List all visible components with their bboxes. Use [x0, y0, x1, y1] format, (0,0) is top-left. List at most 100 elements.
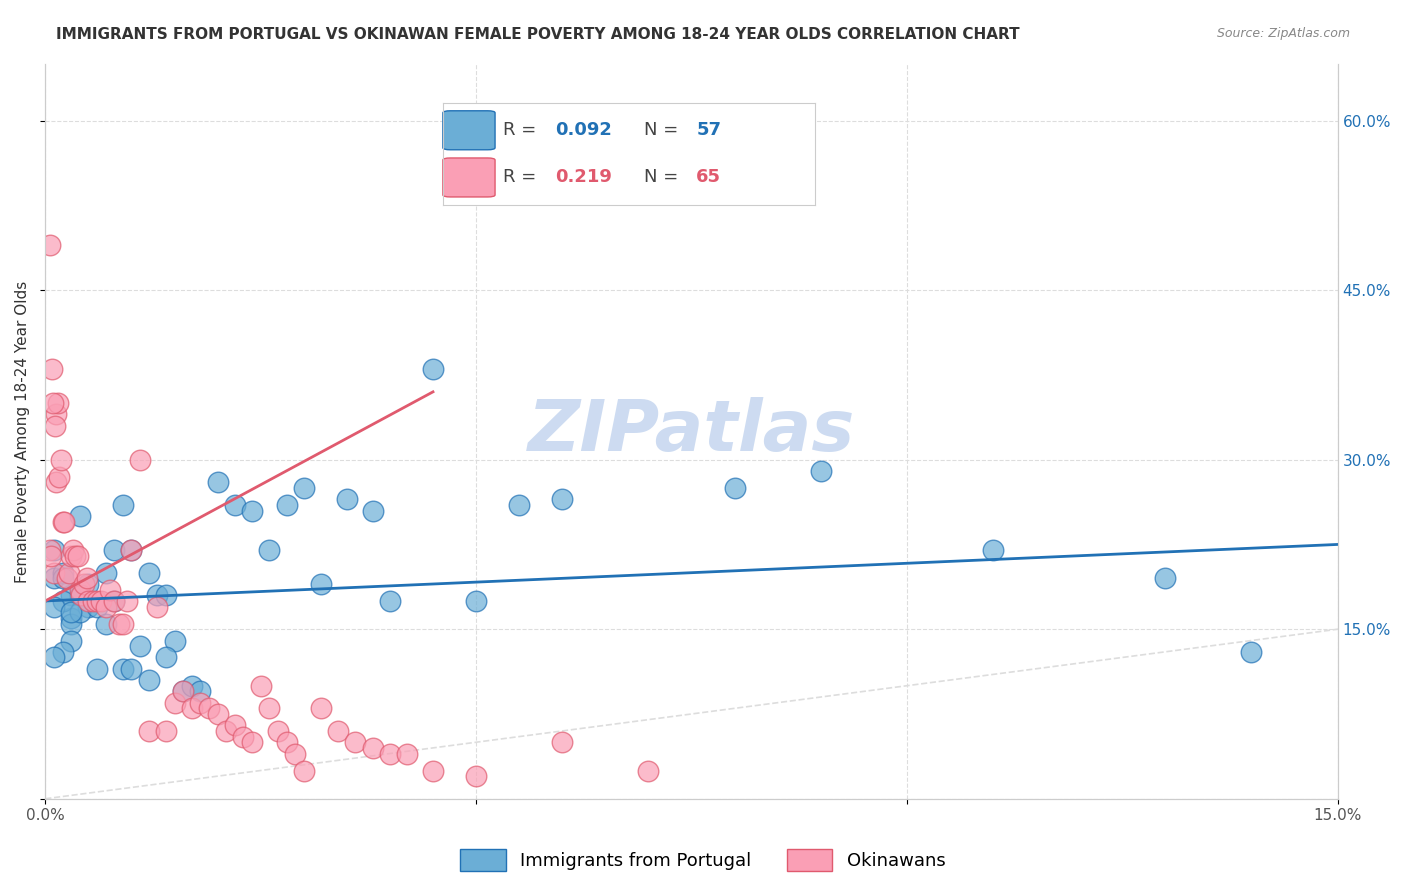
Point: [39, 543, 62, 558]
Text: N =: N =: [644, 121, 678, 139]
Point: [60, 588, 83, 602]
Point: [70, 588, 93, 602]
Point: [190, 696, 212, 710]
Point: [172, 684, 194, 698]
Point: [111, 498, 134, 512]
Point: [60, 611, 83, 625]
Point: [207, 475, 229, 490]
Point: [138, 673, 160, 687]
Point: [51, 515, 73, 529]
Point: [82, 594, 104, 608]
Point: [465, 594, 488, 608]
Point: [69, 582, 91, 597]
Point: [146, 588, 169, 602]
Point: [267, 723, 290, 738]
Point: [77, 594, 100, 608]
Point: [94, 616, 117, 631]
Point: [120, 662, 142, 676]
Point: [69, 509, 91, 524]
Point: [90, 594, 112, 608]
Point: [276, 498, 298, 512]
Point: [39, 549, 62, 563]
Point: [42, 543, 65, 558]
Point: [249, 679, 271, 693]
FancyBboxPatch shape: [443, 158, 495, 197]
Point: [361, 503, 384, 517]
Point: [155, 588, 177, 602]
Text: 57: 57: [696, 121, 721, 139]
Point: [60, 549, 83, 563]
Point: [73, 577, 96, 591]
Point: [378, 747, 401, 761]
Point: [284, 747, 307, 761]
Point: [77, 599, 100, 614]
Point: [69, 588, 91, 602]
Point: [120, 543, 142, 558]
Point: [1154, 571, 1177, 585]
Point: [207, 706, 229, 721]
Point: [51, 594, 73, 608]
Point: [103, 543, 125, 558]
Point: [51, 566, 73, 580]
Point: [60, 605, 83, 619]
Text: Source: ZipAtlas.com: Source: ZipAtlas.com: [1216, 27, 1350, 40]
Point: [48, 469, 70, 483]
Point: [98, 582, 121, 597]
Point: [42, 566, 65, 580]
Point: [42, 571, 65, 585]
Point: [86, 662, 108, 676]
Point: [224, 498, 246, 512]
Text: R =: R =: [502, 169, 536, 186]
Point: [810, 464, 832, 478]
Point: [232, 730, 254, 744]
Point: [240, 735, 263, 749]
Point: [224, 718, 246, 732]
Point: [198, 701, 221, 715]
Point: [107, 616, 129, 631]
Point: [551, 735, 574, 749]
Point: [465, 769, 488, 783]
Point: [723, 481, 745, 495]
Point: [38, 238, 60, 252]
Point: [111, 616, 134, 631]
Point: [60, 633, 83, 648]
Point: [49, 452, 72, 467]
Legend: Immigrants from Portugal, Okinawans: Immigrants from Portugal, Okinawans: [453, 842, 953, 879]
Point: [180, 679, 202, 693]
Point: [276, 735, 298, 749]
Point: [240, 503, 263, 517]
Point: [292, 481, 315, 495]
Point: [77, 577, 100, 591]
Point: [86, 594, 108, 608]
Point: [41, 362, 63, 376]
Point: [190, 684, 212, 698]
Point: [76, 571, 98, 585]
Point: [58, 566, 80, 580]
Point: [65, 549, 87, 563]
Point: [51, 571, 73, 585]
Text: 0.092: 0.092: [554, 121, 612, 139]
Point: [637, 764, 659, 778]
Point: [361, 740, 384, 755]
FancyBboxPatch shape: [443, 111, 495, 150]
Point: [111, 662, 134, 676]
Point: [259, 701, 281, 715]
Point: [172, 684, 194, 698]
Point: [328, 723, 350, 738]
Point: [129, 452, 152, 467]
Point: [56, 571, 79, 585]
Point: [180, 701, 202, 715]
Point: [309, 701, 332, 715]
Y-axis label: Female Poverty Among 18-24 Year Olds: Female Poverty Among 18-24 Year Olds: [15, 280, 30, 582]
Point: [422, 362, 444, 376]
Point: [163, 633, 186, 648]
Point: [155, 650, 177, 665]
Point: [981, 543, 1004, 558]
Point: [42, 599, 65, 614]
Point: [259, 543, 281, 558]
Point: [309, 577, 332, 591]
Point: [51, 645, 73, 659]
Point: [94, 599, 117, 614]
Point: [115, 594, 138, 608]
Point: [129, 639, 152, 653]
